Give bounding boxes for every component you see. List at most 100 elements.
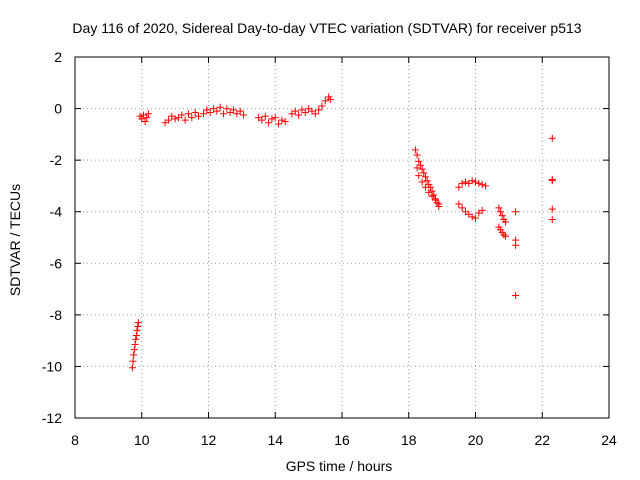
data-point: [216, 103, 224, 111]
chart-title: Day 116 of 2020, Sidereal Day-to-day VTE…: [72, 20, 581, 36]
data-point: [178, 111, 186, 119]
data-point: [548, 215, 556, 223]
data-point: [129, 357, 137, 365]
data-point: [291, 107, 299, 115]
data-point: [435, 200, 443, 208]
data-point: [475, 179, 483, 187]
data-point: [132, 335, 140, 343]
x-tick-label: 14: [267, 432, 283, 448]
axis-ticks: [74, 56, 610, 419]
data-point: [431, 196, 439, 204]
data-point: [413, 164, 421, 172]
data-point: [318, 102, 326, 110]
data-point: [128, 364, 136, 372]
y-tick-label: -2: [50, 152, 63, 168]
data-point: [472, 214, 479, 222]
data-point: [223, 105, 231, 113]
data-point: [275, 120, 283, 128]
data-point: [213, 107, 221, 115]
y-tick-label: -12: [42, 410, 62, 426]
data-point: [421, 183, 429, 191]
data-point: [326, 96, 334, 104]
y-tick-label: -4: [50, 204, 63, 220]
data-point: [502, 218, 510, 226]
data-point: [315, 106, 323, 114]
data-point: [458, 204, 466, 212]
data-point: [131, 341, 139, 349]
data-point: [295, 111, 303, 119]
data-point: [455, 183, 463, 191]
data-point: [171, 115, 179, 123]
data-point: [425, 188, 433, 196]
data-point: [498, 212, 506, 220]
data-point: [164, 116, 172, 124]
data-point: [418, 178, 426, 186]
data-point: [240, 111, 248, 119]
data-point: [191, 108, 199, 116]
data-point: [430, 191, 438, 199]
y-tick-label: -8: [50, 307, 63, 323]
data-point: [512, 241, 520, 249]
data-point: [236, 107, 244, 115]
data-point: [258, 116, 266, 124]
grid-lines: [75, 57, 609, 418]
data-point: [482, 182, 490, 190]
data-point: [141, 117, 149, 125]
data-point: [411, 146, 419, 154]
x-tick-label: 8: [71, 432, 79, 448]
y-tick-labels: -12 -10 -8 -6 -4 -2 0 2: [42, 49, 62, 426]
data-point: [181, 116, 189, 124]
data-point: [132, 331, 140, 339]
y-tick-label: 0: [54, 101, 62, 117]
data-markers: [128, 93, 556, 372]
x-tick-label: 24: [601, 432, 617, 448]
x-tick-label: 20: [468, 432, 484, 448]
data-point: [278, 116, 286, 124]
data-point: [265, 119, 273, 127]
data-point: [206, 108, 214, 116]
data-point: [548, 177, 556, 185]
data-point: [184, 110, 192, 118]
series-markers: [128, 319, 142, 372]
data-point: [421, 173, 429, 181]
data-point: [478, 206, 486, 214]
data-point: [500, 231, 508, 239]
data-point: [261, 112, 269, 120]
data-point: [478, 181, 486, 189]
data-point: [458, 179, 466, 187]
y-axis-label: SDTVAR / TECUs: [7, 184, 23, 296]
data-point: [468, 177, 476, 185]
data-point: [143, 114, 151, 122]
data-point: [199, 110, 207, 118]
data-point: [415, 157, 423, 165]
data-point: [268, 115, 276, 123]
data-point: [418, 165, 426, 173]
y-tick-label: -6: [50, 255, 63, 271]
data-point: [133, 326, 141, 334]
data-point: [130, 346, 138, 354]
data-point: [230, 106, 238, 114]
data-point: [301, 108, 309, 116]
data-point: [420, 169, 428, 177]
x-tick-label: 16: [334, 432, 350, 448]
data-point: [134, 319, 142, 327]
data-point: [271, 114, 279, 122]
series-markers: [411, 134, 556, 300]
data-point: [144, 110, 152, 118]
data-point: [130, 351, 138, 359]
data-point: [548, 205, 556, 213]
data-point: [502, 232, 510, 240]
x-tick-labels: 8 10 12 14 16 18 20 22 24: [71, 432, 617, 448]
data-point: [512, 292, 520, 300]
data-point: [455, 200, 463, 208]
data-point: [548, 134, 556, 142]
data-point: [512, 208, 520, 216]
data-point: [134, 322, 142, 330]
data-point: [413, 151, 421, 159]
data-point: [428, 192, 436, 200]
data-point: [468, 213, 476, 221]
x-axis-label: GPS time / hours: [286, 458, 393, 474]
data-point: [495, 204, 503, 212]
x-tick-label: 18: [401, 432, 417, 448]
data-point: [220, 110, 228, 118]
